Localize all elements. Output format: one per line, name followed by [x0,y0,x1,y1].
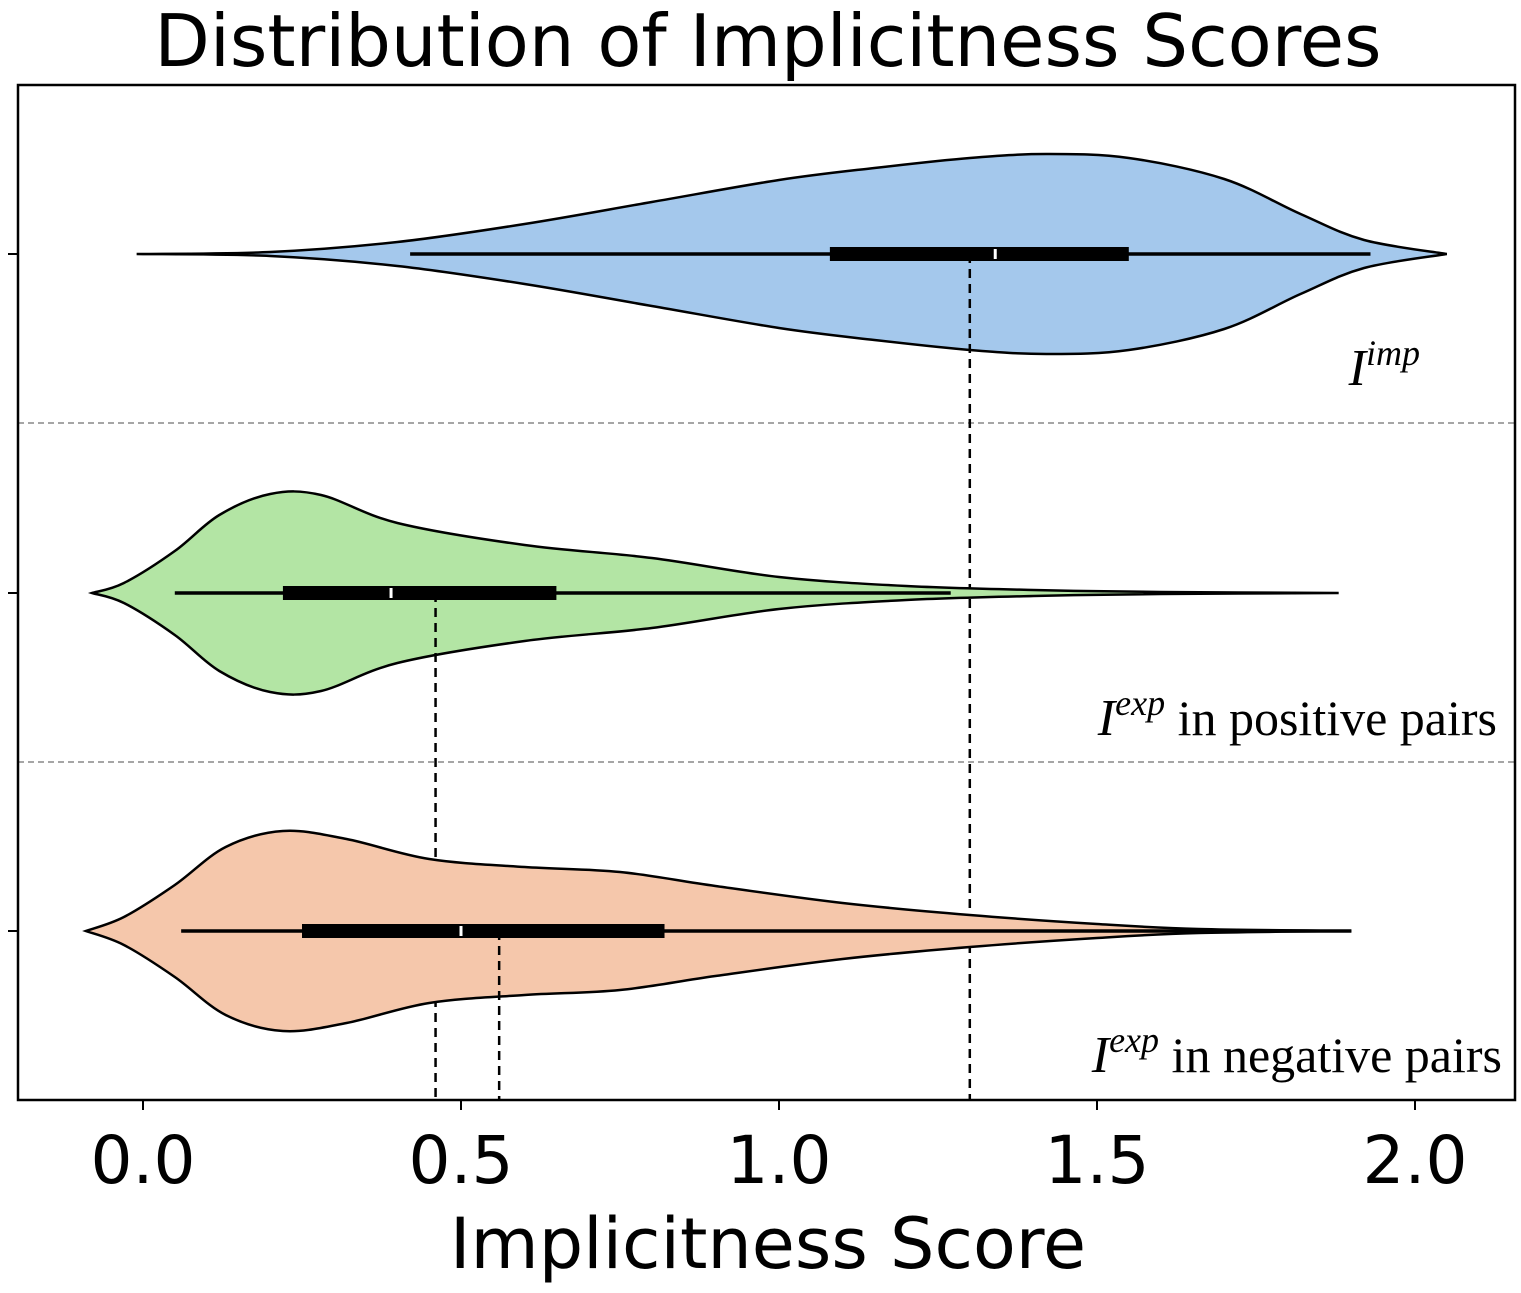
violin-exp_pos: Iexp in positive pairs [87,490,1497,1100]
x-tick-label: 2.0 [1363,1122,1468,1199]
x-axis-label: Implicitness Score [450,1203,1086,1285]
iqr-box [829,247,1129,261]
x-tick-label: 0.5 [409,1122,514,1199]
x-tick-label: 0.0 [91,1122,196,1199]
annotation-superscript: imp [1366,333,1420,373]
series-annotation: Iexp in negative pairs [1091,1020,1502,1084]
annotation-base: I [1091,1027,1112,1084]
annotation-base: I [1348,340,1369,397]
x-axis: 0.0 0.5 1.0 1.5 2.0 [91,1100,1468,1199]
iqr-box [282,586,557,600]
violin-imp: Iimp [136,152,1448,1100]
annotation-suffix: in positive pairs [1165,690,1497,746]
annotation-suffix: in negative pairs [1159,1027,1502,1083]
x-tick-label: 1.5 [1045,1122,1150,1199]
annotation-superscript: exp [1115,683,1165,723]
series-annotation: Iimp [1348,333,1420,397]
x-tick-label: 1.0 [727,1122,832,1199]
annotation-superscript: exp [1109,1020,1159,1060]
violin-exp_neg: Iexp in negative pairs [82,829,1502,1100]
series-annotation: Iexp in positive pairs [1097,683,1497,747]
annotation-base: I [1097,690,1118,747]
iqr-box [302,924,665,938]
y-axis [8,253,18,932]
chart-title: Distribution of Implicitness Scores [154,0,1381,83]
